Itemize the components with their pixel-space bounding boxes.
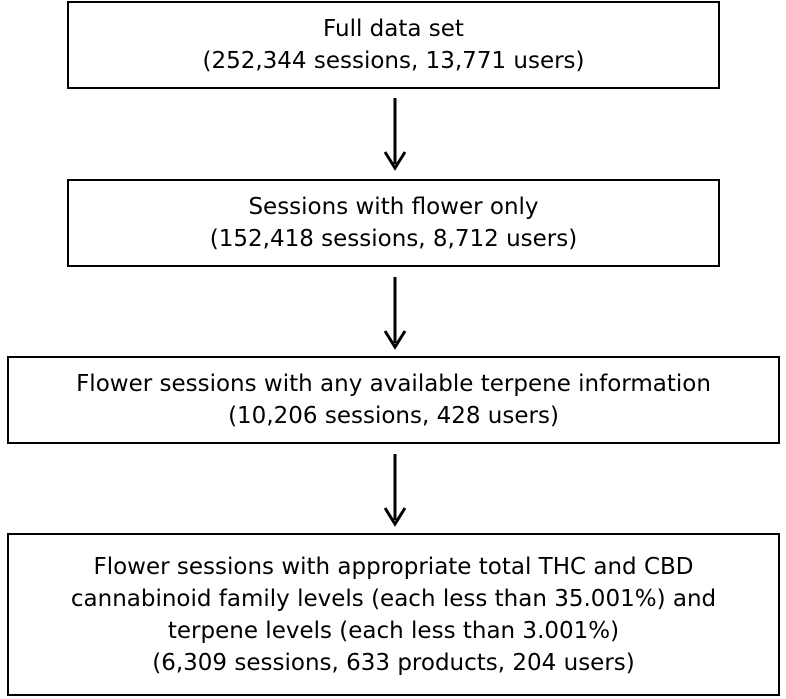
flow-step-terpene-info: Flower sessions with any available terpe… (7, 356, 780, 444)
step-counts: (6,309 sessions, 633 products, 204 users… (152, 649, 635, 676)
step-counts: (10,206 sessions, 428 users) (228, 403, 559, 429)
step-title: Flower sessions with any available terpe… (76, 371, 711, 397)
flow-step-flower-only: Sessions with flower only (152,418 sessi… (67, 179, 720, 267)
step-title: Sessions with flower only (248, 194, 539, 220)
flow-step-full-data-set: Full data set (252,344 sessions, 13,771 … (67, 1, 720, 89)
down-arrow-icon (383, 454, 407, 527)
step-title-line-3: terpene levels (each less than 3.001%) (167, 617, 620, 644)
step-counts: (252,344 sessions, 13,771 users) (202, 48, 585, 74)
step-title-line-1: Flower sessions with appropriate total T… (93, 553, 694, 580)
step-title: Full data set (323, 16, 464, 42)
down-arrow-icon (383, 277, 407, 350)
step-title-line-2: cannabinoid family levels (each less tha… (70, 585, 717, 612)
step-counts: (152,418 sessions, 8,712 users) (209, 226, 578, 252)
flow-step-appropriate-levels: Flower sessions with appropriate total T… (7, 533, 780, 696)
down-arrow-icon (383, 98, 407, 171)
